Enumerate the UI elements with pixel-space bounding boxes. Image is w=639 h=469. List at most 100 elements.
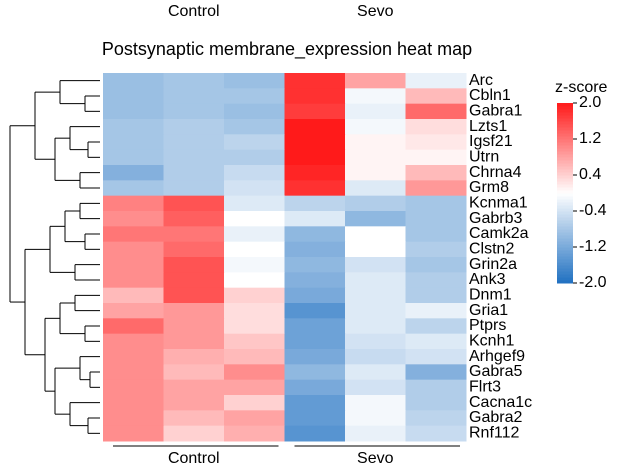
heatmap-cell bbox=[405, 103, 467, 120]
heatmap-cell bbox=[103, 395, 164, 411]
heatmap-cell bbox=[345, 257, 406, 273]
colorbar-step bbox=[557, 148, 573, 152]
heatmap-cell bbox=[405, 257, 467, 273]
group-label-top: Sevo bbox=[357, 3, 394, 20]
heatmap-cell bbox=[284, 88, 346, 105]
heatmap-cell bbox=[224, 195, 285, 212]
group-label-bottom: Sevo bbox=[357, 450, 394, 467]
colorbar-step bbox=[557, 112, 573, 116]
heatmap-cell bbox=[224, 257, 285, 273]
heatmap-cell bbox=[103, 241, 164, 258]
colorbar-step bbox=[557, 199, 573, 203]
heatmap-cell bbox=[345, 272, 406, 289]
heatmap-cell bbox=[163, 226, 225, 243]
row-label: Gabrb3 bbox=[469, 210, 522, 227]
heatmap-cell bbox=[405, 241, 467, 258]
colorbar-step bbox=[557, 205, 573, 209]
heatmap-cell bbox=[284, 349, 346, 365]
heatmap-cell bbox=[284, 149, 346, 166]
heatmap-cell bbox=[284, 272, 346, 289]
colorbar-step bbox=[557, 103, 573, 107]
colorbar-step bbox=[557, 280, 573, 284]
colorbar-step bbox=[557, 247, 573, 251]
heatmap-cell bbox=[405, 149, 467, 166]
heatmap-cell bbox=[284, 180, 346, 197]
colorbar-tick-label: -2.0 bbox=[579, 274, 607, 291]
colorbar-step bbox=[557, 109, 573, 113]
row-label: Dnm1 bbox=[469, 287, 512, 304]
heatmap-cell bbox=[405, 379, 467, 396]
colorbar-step bbox=[557, 259, 573, 263]
heatmap-cell bbox=[345, 410, 406, 427]
heatmap-cell bbox=[284, 257, 346, 273]
colorbar-step bbox=[557, 241, 573, 245]
heatmap-cell bbox=[103, 425, 164, 442]
colorbar-step bbox=[557, 151, 573, 155]
heatmap-cell bbox=[163, 241, 225, 258]
heatmap-cell bbox=[103, 226, 164, 243]
row-label: Ank3 bbox=[469, 271, 506, 288]
row-label: Camk2a bbox=[469, 225, 529, 242]
colorbar-step bbox=[557, 190, 573, 194]
heatmap-cell bbox=[345, 211, 406, 227]
heatmap-cell bbox=[224, 287, 285, 304]
heatmap-cell bbox=[284, 425, 346, 442]
heatmap-cell bbox=[163, 364, 225, 381]
heatmap-cell bbox=[405, 73, 467, 89]
heatmap-cell bbox=[163, 195, 225, 212]
colorbar-step bbox=[557, 202, 573, 206]
row-label: Gria1 bbox=[469, 302, 508, 319]
heatmap-cell bbox=[405, 272, 467, 289]
heatmap-cell bbox=[345, 287, 406, 304]
heatmap-cell bbox=[224, 349, 285, 365]
heatmap-cell bbox=[163, 303, 225, 319]
heatmap-cell bbox=[345, 395, 406, 411]
heatmap-cell bbox=[345, 333, 406, 350]
heatmap-cell bbox=[224, 379, 285, 396]
row-label: Arc bbox=[469, 72, 493, 89]
colorbar-step bbox=[557, 121, 573, 125]
heatmap-cell bbox=[163, 88, 225, 105]
heatmap-cell bbox=[224, 119, 285, 135]
heatmap-cell bbox=[345, 134, 406, 151]
colorbar-step bbox=[557, 124, 573, 128]
colorbar-step bbox=[557, 130, 573, 134]
colorbar-step bbox=[557, 115, 573, 119]
colorbar-step bbox=[557, 271, 573, 275]
colorbar-tick-label: 0.4 bbox=[579, 166, 601, 183]
colorbar-step bbox=[557, 142, 573, 146]
row-label: Gabra5 bbox=[469, 363, 522, 380]
colorbar-step bbox=[557, 145, 573, 149]
heatmap-cell bbox=[284, 364, 346, 381]
row-label: Grin2a bbox=[469, 256, 517, 273]
heatmap-cell bbox=[284, 103, 346, 120]
colorbar-step bbox=[557, 262, 573, 266]
row-label: Rnf112 bbox=[469, 425, 520, 442]
heatmap-cell bbox=[163, 119, 225, 135]
heatmap-cell bbox=[345, 318, 406, 335]
colorbar-step bbox=[557, 106, 573, 110]
colorbar-step bbox=[557, 256, 573, 260]
heatmap-cell bbox=[345, 303, 406, 319]
colorbar-step bbox=[557, 235, 573, 239]
colorbar-step bbox=[557, 184, 573, 188]
row-label: Ptprs bbox=[469, 317, 506, 334]
heatmap-cell bbox=[224, 180, 285, 197]
colorbar-step bbox=[557, 214, 573, 218]
colorbar-step bbox=[557, 238, 573, 242]
heatmap-cell bbox=[284, 303, 346, 319]
heatmap-cell bbox=[163, 165, 225, 181]
colorbar-step bbox=[557, 118, 573, 122]
heatmap-cell bbox=[103, 272, 164, 289]
row-label: Lzts1 bbox=[469, 118, 507, 135]
heatmap-cell bbox=[224, 303, 285, 319]
heatmap-cell bbox=[284, 195, 346, 212]
colorbar-step bbox=[557, 223, 573, 227]
row-label: Gabra1 bbox=[469, 103, 522, 120]
row-label: Igsf21 bbox=[469, 133, 513, 150]
heatmap-cell bbox=[163, 349, 225, 365]
colorbar-step bbox=[557, 181, 573, 185]
row-label: Kcnh1 bbox=[469, 333, 514, 350]
colorbar-step bbox=[557, 253, 573, 257]
heatmap-cell bbox=[284, 241, 346, 258]
